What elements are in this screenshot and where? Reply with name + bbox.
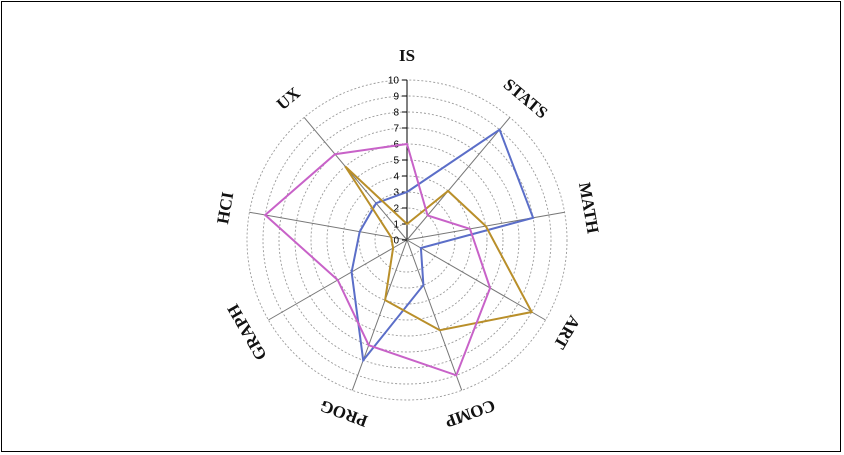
grid-ring — [310, 143, 504, 337]
data-series — [263, 128, 535, 377]
axis-label: ART — [549, 312, 583, 353]
axis-label: UX — [273, 83, 305, 114]
axis-spoke — [406, 117, 511, 241]
axis-label: COMP — [442, 396, 497, 432]
series-polygon-1 — [350, 128, 535, 363]
series-polygon-3 — [263, 142, 492, 377]
axis-spoke — [406, 239, 546, 321]
axis-spoke — [406, 239, 463, 391]
axis-label: STATS — [500, 75, 552, 123]
tick-label: 4 — [393, 172, 399, 183]
grid-ring — [294, 127, 520, 353]
axis-label: PROG — [318, 396, 371, 431]
axis-spokes — [249, 80, 565, 391]
axis-spoke — [303, 117, 408, 241]
tick-label: 3 — [393, 188, 399, 199]
tick-label: 2 — [393, 204, 399, 215]
tick-label: 9 — [393, 92, 399, 103]
series-polygon-2 — [344, 165, 534, 332]
grid-ring — [262, 95, 552, 385]
axis-label: HCI — [213, 190, 237, 225]
tick-label: 7 — [393, 124, 399, 135]
axis-spoke — [351, 239, 408, 391]
axis-label: IS — [399, 46, 415, 65]
axis-label: MATH — [575, 181, 603, 235]
tick-label: 1 — [393, 220, 399, 231]
tick-label: 8 — [393, 108, 399, 119]
tick-label: 5 — [393, 156, 399, 167]
tick-label: 10 — [388, 76, 400, 87]
axis-spoke — [249, 211, 408, 241]
grid-ring — [374, 207, 440, 273]
grid-ring — [278, 111, 536, 369]
tick-label: 0 — [393, 236, 399, 247]
